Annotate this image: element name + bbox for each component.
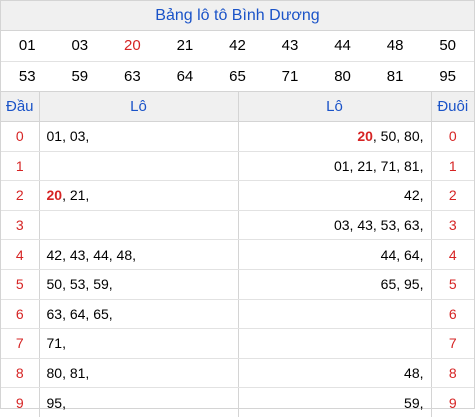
- lo-left-cell: 71,: [39, 329, 238, 359]
- dau-cell: 7: [1, 329, 39, 359]
- lo-text: 42,: [404, 187, 423, 203]
- number-cell: 42: [211, 31, 264, 61]
- lo-text: 80, 81,: [47, 365, 90, 381]
- number-cell: 64: [159, 61, 212, 91]
- lo-right-cell: [238, 299, 431, 329]
- highlight-number: 20: [47, 187, 63, 203]
- lo-right-cell: [238, 329, 431, 359]
- number-cell: 20: [106, 31, 159, 61]
- duoi-cell: 2: [431, 181, 474, 211]
- lo-left-cell: 50, 53, 59,: [39, 269, 238, 299]
- number-cell: 48: [369, 31, 422, 61]
- number-cell: 03: [54, 31, 107, 61]
- duoi-cell: 5: [431, 269, 474, 299]
- header-lo-right: Lô: [238, 92, 431, 122]
- lo-left-cell: 01, 03,: [39, 122, 238, 152]
- lo-right-cell: 65, 95,: [238, 269, 431, 299]
- lo-text: 01,: [47, 128, 70, 144]
- table-row: 4 42, 43, 44, 48, 44, 64, 4: [1, 240, 474, 270]
- lo-text: 42, 43, 44, 48,: [47, 247, 137, 263]
- lo-text: 63, 64, 65,: [47, 306, 113, 322]
- duoi-cell: 7: [431, 329, 474, 359]
- number-cell: 80: [316, 61, 369, 91]
- duoi-cell: 3: [431, 210, 474, 240]
- table-header-row: Đầu Lô Lô Đuôi: [1, 92, 474, 122]
- dau-cell: 9: [1, 388, 39, 417]
- lo-text: 95,: [47, 395, 66, 411]
- number-cell: 95: [421, 61, 474, 91]
- duoi-cell: 0: [431, 122, 474, 152]
- lo-text: 44, 64,: [381, 247, 424, 263]
- lo-left-cell: [39, 151, 238, 181]
- lo-left-cell: 80, 81,: [39, 358, 238, 388]
- dau-cell: 0: [1, 122, 39, 152]
- lo-left-cell: 42, 43, 44, 48,: [39, 240, 238, 270]
- table-row: 8 80, 81, 48, 8: [1, 358, 474, 388]
- lo-text: 65, 95,: [381, 276, 424, 292]
- lo-text: , 21,: [62, 187, 89, 203]
- number-cell: 43: [264, 31, 317, 61]
- duoi-cell: 1: [431, 151, 474, 181]
- lo-right-cell: 59,: [238, 388, 431, 417]
- dau-cell: 8: [1, 358, 39, 388]
- number-cell: 53: [1, 61, 54, 91]
- lo-text: 59,: [404, 395, 423, 411]
- number-cell: 63: [106, 61, 159, 91]
- header-dau: Đầu: [1, 92, 39, 122]
- lo-left-cell: [39, 210, 238, 240]
- lo-right-cell: 01, 21, 71, 81,: [238, 151, 431, 181]
- number-cell: 50: [421, 31, 474, 61]
- dau-cell: 2: [1, 181, 39, 211]
- lo-text: 48,: [404, 365, 423, 381]
- duoi-cell: 4: [431, 240, 474, 270]
- lo-right-cell: 48,: [238, 358, 431, 388]
- lo-text: 03,: [70, 128, 89, 144]
- lo-right-cell: 03, 43, 53, 63,: [238, 210, 431, 240]
- number-cell: 71: [264, 61, 317, 91]
- dau-cell: 1: [1, 151, 39, 181]
- duoi-cell: 6: [431, 299, 474, 329]
- header-lo-left: Lô: [39, 92, 238, 122]
- lo-text: 50, 53, 59,: [47, 276, 113, 292]
- highlight-number: 20: [357, 128, 373, 144]
- lo-left-cell: 95,: [39, 388, 238, 417]
- lo-right-cell: 20, 50, 80,: [238, 122, 431, 152]
- lo-right-cell: 44, 64,: [238, 240, 431, 270]
- dau-cell: 3: [1, 210, 39, 240]
- table-row: 1 01, 21, 71, 81, 1: [1, 151, 474, 181]
- number-cell: 59: [54, 61, 107, 91]
- lo-text: , 50, 80,: [373, 128, 424, 144]
- dau-cell: 5: [1, 269, 39, 299]
- duoi-cell: 9: [431, 388, 474, 417]
- lo-left-cell: 20, 21,: [39, 181, 238, 211]
- dau-cell: 4: [1, 240, 39, 270]
- dau-cell: 6: [1, 299, 39, 329]
- lo-text: 01, 21, 71, 81,: [334, 158, 424, 174]
- lo-text: 71,: [47, 335, 66, 351]
- number-cell: 44: [316, 31, 369, 61]
- header-duoi: Đuôi: [431, 92, 474, 122]
- number-cell: 65: [211, 61, 264, 91]
- number-cell: 81: [369, 61, 422, 91]
- table-row: 9 95, 59, 9: [1, 388, 474, 417]
- table-row: 3 03, 43, 53, 63, 3: [1, 210, 474, 240]
- number-cell: 21: [159, 31, 212, 61]
- lo-left-cell: 63, 64, 65,: [39, 299, 238, 329]
- table-row: 6 63, 64, 65, 6: [1, 299, 474, 329]
- lo-right-cell: 42,: [238, 181, 431, 211]
- number-cell: 01: [1, 31, 54, 61]
- lo-text: 03, 43, 53, 63,: [334, 217, 424, 233]
- duoi-cell: 8: [431, 358, 474, 388]
- board-title: Bảng lô tô Bình Dương: [1, 1, 474, 31]
- table-row: 5 50, 53, 59, 65, 95, 5: [1, 269, 474, 299]
